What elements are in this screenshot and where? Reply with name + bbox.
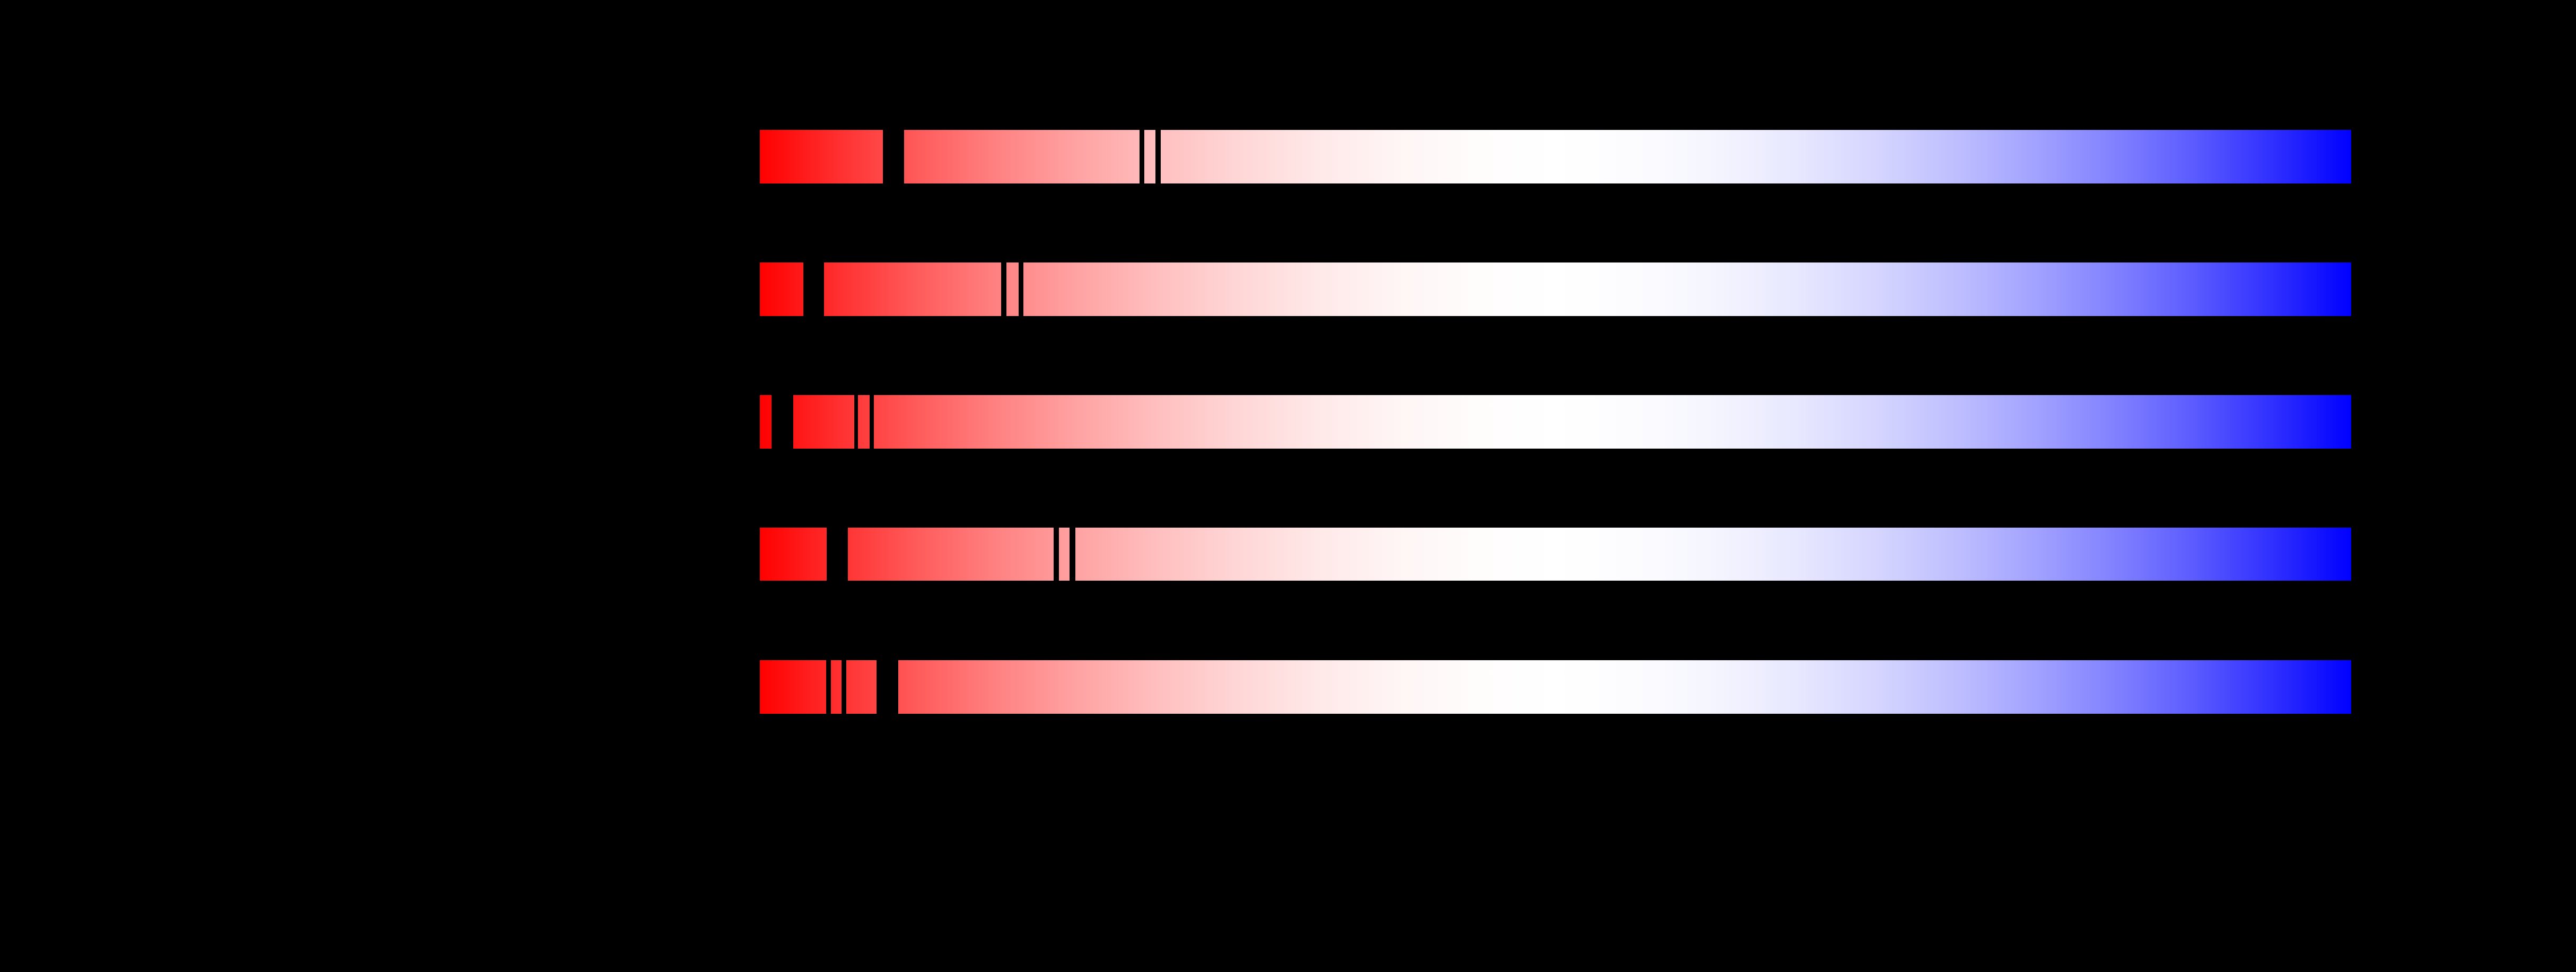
interval-mark-tick xyxy=(1140,130,1144,183)
gradient-bar-row-5 xyxy=(760,660,2351,714)
interval-mark-tick xyxy=(1155,130,1161,183)
interval-mark-wide xyxy=(803,262,824,316)
gradient-bar-row-1 xyxy=(760,130,2351,183)
interval-mark-wide xyxy=(877,660,898,714)
interval-mark-wide xyxy=(827,528,848,581)
gradient-bar-row-3 xyxy=(760,395,2351,449)
interval-mark-tick xyxy=(854,395,858,449)
interval-mark-wide xyxy=(772,395,793,449)
interval-mark-tick xyxy=(1054,528,1059,581)
interval-mark-tick xyxy=(1070,528,1075,581)
interval-mark-tick xyxy=(842,660,846,714)
interval-mark-tick xyxy=(826,660,831,714)
interval-mark-wide xyxy=(883,130,904,183)
interval-mark-tick xyxy=(1001,262,1006,316)
gradient-bar-row-4 xyxy=(760,528,2351,581)
interval-mark-tick xyxy=(870,395,874,449)
interval-mark-tick xyxy=(1019,262,1023,316)
gradient-bar-row-2 xyxy=(760,262,2351,316)
